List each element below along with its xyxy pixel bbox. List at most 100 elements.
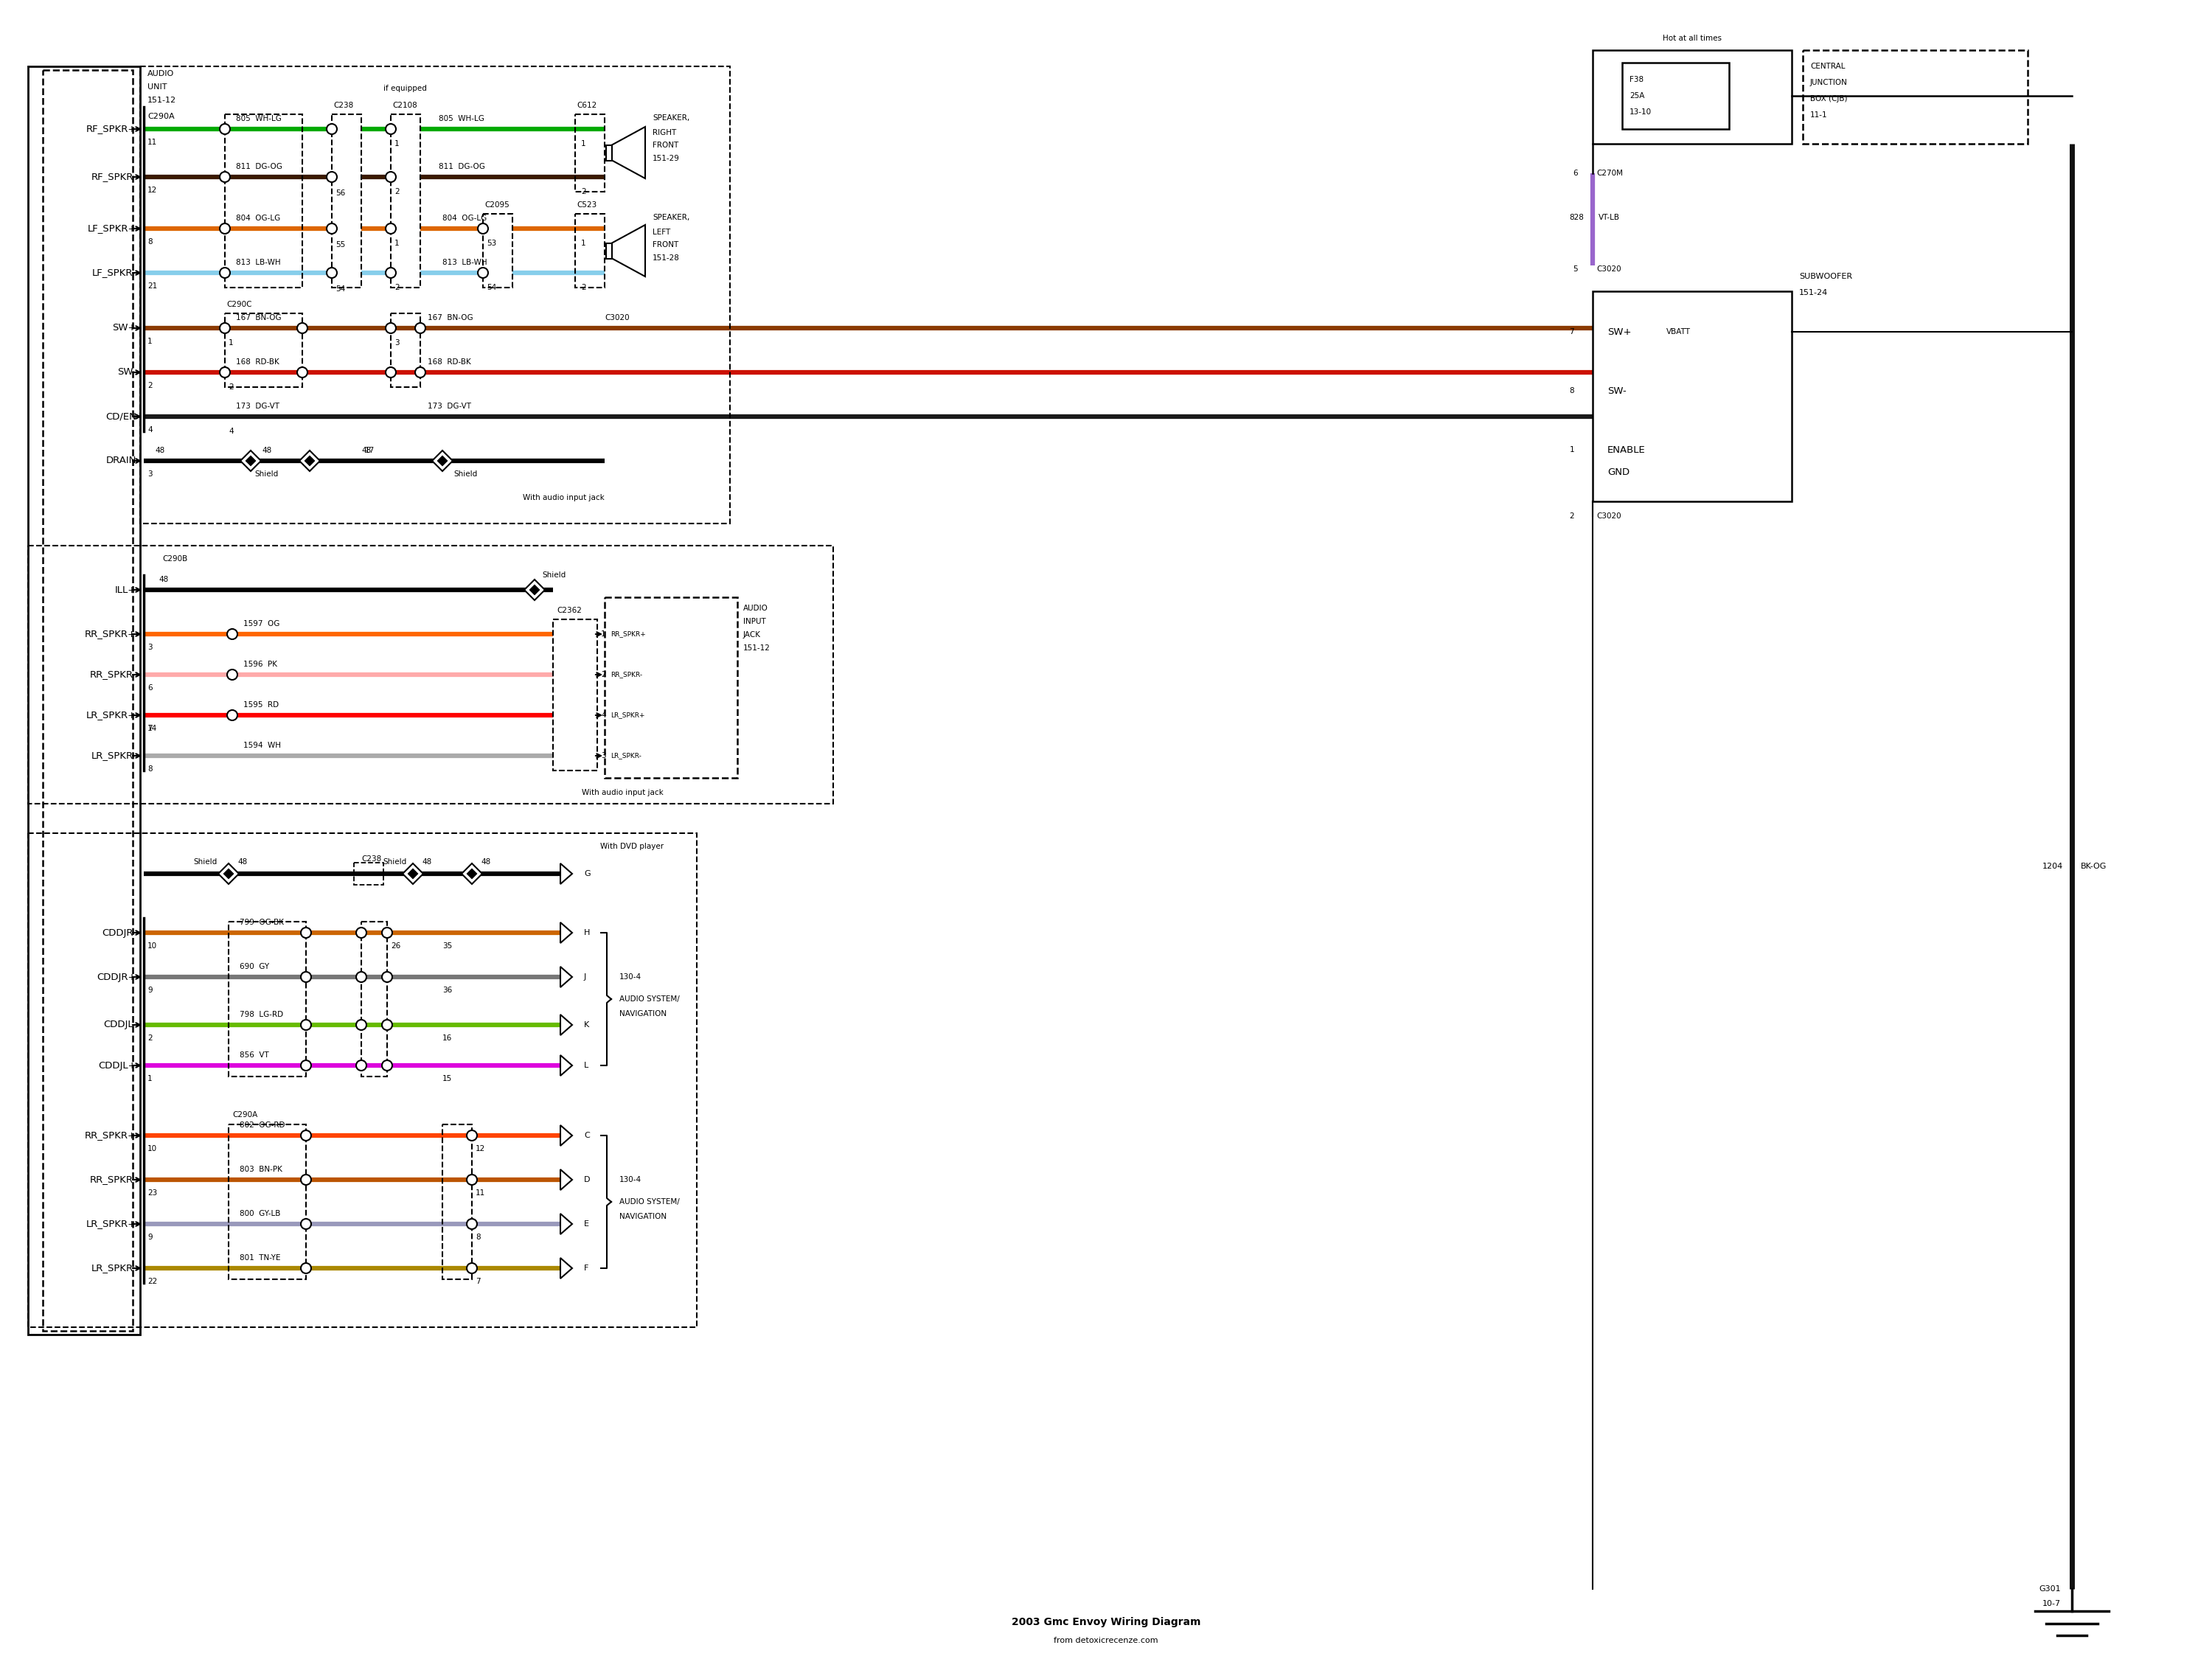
Text: 803  BN-PK: 803 BN-PK xyxy=(239,1166,283,1173)
Text: 1: 1 xyxy=(148,1075,153,1082)
Text: H: H xyxy=(584,929,591,936)
Text: L: L xyxy=(584,1062,588,1068)
Text: ENABLE: ENABLE xyxy=(1608,445,1646,455)
Circle shape xyxy=(416,324,425,333)
Text: C290C: C290C xyxy=(226,300,252,309)
Circle shape xyxy=(478,224,489,234)
Text: 804  OG-LG: 804 OG-LG xyxy=(237,214,281,222)
Text: Shield: Shield xyxy=(254,471,279,478)
Text: 25A: 25A xyxy=(1630,93,1644,100)
Polygon shape xyxy=(241,451,261,471)
Text: 805  WH-LG: 805 WH-LG xyxy=(237,114,281,123)
Circle shape xyxy=(478,267,489,279)
Circle shape xyxy=(219,324,230,333)
Text: G301: G301 xyxy=(2039,1586,2062,1593)
Text: 11: 11 xyxy=(476,1190,484,1196)
Polygon shape xyxy=(560,1055,573,1075)
Text: 12: 12 xyxy=(148,186,157,194)
Bar xyxy=(332,114,361,287)
Text: 5: 5 xyxy=(1573,265,1577,272)
Text: CDDJR-: CDDJR- xyxy=(102,927,137,937)
Text: 22: 22 xyxy=(148,1277,157,1286)
Text: 1596  PK: 1596 PK xyxy=(243,660,276,669)
Text: With audio input jack: With audio input jack xyxy=(582,790,664,796)
Text: 2: 2 xyxy=(394,284,400,292)
Text: from detoxicrecenze.com: from detoxicrecenze.com xyxy=(1053,1637,1159,1644)
Bar xyxy=(139,66,730,524)
Text: LR_SPKR-: LR_SPKR- xyxy=(611,753,641,760)
Text: 7: 7 xyxy=(148,725,153,732)
Text: 48: 48 xyxy=(261,446,272,455)
Text: 6: 6 xyxy=(148,684,153,692)
Text: 48: 48 xyxy=(155,446,164,455)
Bar xyxy=(29,833,697,1327)
Polygon shape xyxy=(560,1214,573,1234)
Circle shape xyxy=(467,1262,478,1274)
Circle shape xyxy=(219,124,230,134)
Bar xyxy=(1593,50,1792,144)
Bar xyxy=(442,1125,471,1279)
Text: RR_SPKR-: RR_SPKR- xyxy=(91,670,137,680)
Text: JACK: JACK xyxy=(743,630,761,639)
Text: BOX (CJB): BOX (CJB) xyxy=(1809,95,1847,103)
Text: FRONT: FRONT xyxy=(653,241,679,249)
Text: SW+: SW+ xyxy=(113,324,137,333)
Bar xyxy=(575,114,604,192)
Circle shape xyxy=(219,267,230,279)
Polygon shape xyxy=(613,126,646,179)
Text: 48: 48 xyxy=(480,858,491,866)
Text: 856  VT: 856 VT xyxy=(239,1052,270,1058)
Text: VT-LB: VT-LB xyxy=(1599,214,1619,221)
Bar xyxy=(604,597,737,778)
Text: C238: C238 xyxy=(361,856,380,863)
Text: 9: 9 xyxy=(148,987,153,994)
Text: F: F xyxy=(584,1264,588,1272)
Text: 4: 4 xyxy=(228,428,234,435)
Circle shape xyxy=(356,927,367,937)
Text: CDDJL+: CDDJL+ xyxy=(97,1060,137,1070)
Text: C290B: C290B xyxy=(161,556,188,562)
Circle shape xyxy=(296,367,307,378)
Text: AUDIO: AUDIO xyxy=(743,604,768,612)
Text: 8: 8 xyxy=(148,239,153,246)
Text: 1597  OG: 1597 OG xyxy=(243,620,279,627)
Text: 13-10: 13-10 xyxy=(1630,108,1652,116)
Text: DRAIN: DRAIN xyxy=(106,456,137,466)
Polygon shape xyxy=(560,1170,573,1190)
Text: LR_SPKR+: LR_SPKR+ xyxy=(86,1219,137,1229)
Circle shape xyxy=(383,927,392,937)
Circle shape xyxy=(356,972,367,982)
Text: G: G xyxy=(584,869,591,878)
Circle shape xyxy=(228,710,237,720)
Text: C2095: C2095 xyxy=(484,201,509,209)
Text: RF_SPKR-: RF_SPKR- xyxy=(91,173,137,182)
Text: 167  BN-OG: 167 BN-OG xyxy=(237,314,281,322)
Text: 1595  RD: 1595 RD xyxy=(243,702,279,708)
Circle shape xyxy=(327,267,336,279)
Text: 4: 4 xyxy=(148,426,153,433)
Circle shape xyxy=(385,173,396,182)
Circle shape xyxy=(383,1020,392,1030)
Circle shape xyxy=(467,1175,478,1185)
Text: 36: 36 xyxy=(442,987,451,994)
Bar xyxy=(392,114,420,287)
Text: 35: 35 xyxy=(442,942,451,949)
Polygon shape xyxy=(299,451,321,471)
Text: 48: 48 xyxy=(237,858,248,866)
Circle shape xyxy=(219,173,230,182)
Text: 10: 10 xyxy=(148,942,157,949)
Text: 7: 7 xyxy=(476,1277,480,1286)
Circle shape xyxy=(327,224,336,234)
Text: C290A: C290A xyxy=(232,1112,257,1118)
Text: CENTRAL: CENTRAL xyxy=(1809,63,1845,70)
Circle shape xyxy=(301,927,312,937)
Text: FRONT: FRONT xyxy=(653,141,679,149)
Text: C: C xyxy=(584,1131,591,1140)
Text: NAVIGATION: NAVIGATION xyxy=(619,1213,666,1221)
Text: 828: 828 xyxy=(1568,214,1584,221)
Text: 1: 1 xyxy=(582,239,586,247)
Polygon shape xyxy=(223,869,234,879)
Text: 813  LB-WH: 813 LB-WH xyxy=(237,259,281,265)
Circle shape xyxy=(416,367,425,378)
Text: 11: 11 xyxy=(148,139,157,146)
